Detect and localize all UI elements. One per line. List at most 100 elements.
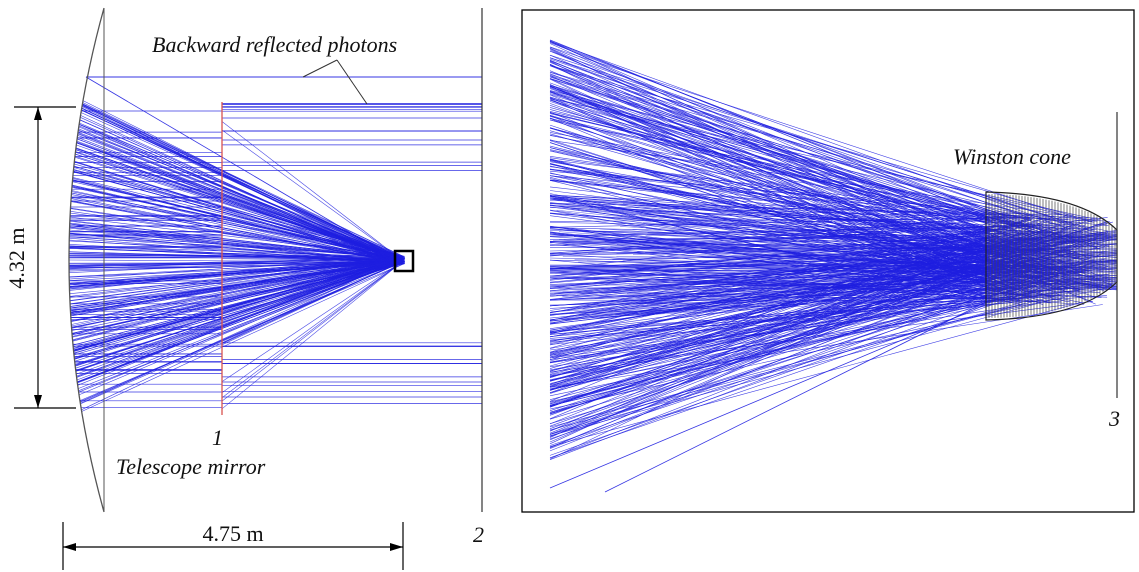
ray-line (69, 260, 404, 287)
ray-line (68, 255, 404, 258)
ray-line (69, 223, 402, 264)
ray-line (614, 231, 1118, 312)
ray-line (82, 104, 400, 261)
ray-line (71, 194, 401, 257)
ray-line (221, 190, 404, 262)
focal-detector-box (393, 249, 415, 273)
ray-line (645, 204, 1118, 239)
ray-line (75, 262, 401, 372)
ray-line (549, 39, 986, 216)
ray-line (549, 301, 1093, 373)
ray-line (549, 98, 1096, 220)
right-panel-frame (521, 9, 1135, 513)
ray-line (640, 215, 1118, 240)
ray-line (549, 302, 1026, 428)
ray-line (631, 284, 1118, 304)
ray-line (572, 243, 1118, 250)
ray-line (70, 258, 402, 307)
ray-line (221, 260, 404, 346)
ray-line (221, 233, 404, 262)
ray-line (69, 262, 405, 271)
ray-line (549, 85, 1064, 290)
ray-line (80, 112, 403, 259)
backward-photons-label: Backward reflected photons (152, 32, 397, 57)
ray-line (549, 134, 1014, 242)
ray-line (549, 279, 1084, 351)
ray-line (622, 239, 1118, 262)
height-dim-arrow-bottom (34, 395, 42, 408)
ray-line (82, 103, 400, 257)
ray-line (549, 127, 1050, 275)
ray-line (75, 260, 401, 366)
left-ray-bundle (68, 76, 482, 412)
ray-line (73, 261, 402, 351)
ray-line (645, 235, 1118, 245)
ray-line (74, 161, 400, 263)
ray-line (549, 252, 1072, 414)
ray-line (568, 267, 1118, 314)
ray-line (549, 86, 990, 235)
ray-line (221, 258, 404, 262)
ray-line (221, 260, 404, 332)
ray-line (567, 263, 1118, 309)
ray-line (549, 82, 1022, 252)
plane-1-label: 1 (212, 425, 223, 450)
ray-line (598, 251, 1118, 298)
ray-line (72, 255, 404, 336)
annotation-pointer-line (336, 59, 368, 105)
focal-dim-label: 4.75 m (202, 521, 263, 546)
ray-line (73, 169, 402, 258)
ray-line (75, 153, 401, 258)
ray-line (82, 103, 405, 258)
ray-line (78, 258, 404, 396)
ray-line (575, 279, 1118, 317)
ray-line (85, 76, 401, 263)
ray-line (549, 272, 1017, 414)
height-dim-arrow-top (34, 107, 42, 120)
ray-line (549, 169, 1010, 223)
ray-line (69, 232, 405, 259)
ray-line (79, 260, 405, 402)
ray-line (604, 299, 991, 493)
ray-line (81, 263, 405, 412)
ray-line (629, 208, 1118, 257)
ray-line (221, 260, 404, 402)
ray-line (549, 298, 1055, 437)
ray-line (221, 260, 404, 382)
ray-line (549, 257, 1025, 407)
ray-line (549, 238, 1114, 382)
ray-line (70, 263, 405, 313)
winston-cone (985, 191, 1118, 321)
ray-line (71, 186, 403, 257)
ray-line (221, 260, 404, 286)
ray-line (626, 236, 1118, 290)
annotation-pointer-line (302, 59, 338, 78)
ray-line (549, 303, 1035, 376)
ray-line (640, 285, 1118, 315)
ray-line (622, 210, 1118, 269)
ray-line (72, 261, 400, 346)
ray-line (549, 222, 1000, 230)
ray-line (549, 59, 1032, 270)
ray-line (549, 302, 1081, 447)
height-dim-label: 4.32 m (4, 227, 29, 288)
ray-line (549, 218, 1031, 222)
ray-line (77, 259, 404, 384)
ray-line (549, 76, 1087, 257)
plane-3-label: 3 (1108, 406, 1120, 431)
ray-line (549, 304, 986, 489)
ray-line (549, 288, 1106, 410)
ray-line (221, 129, 404, 262)
ray-line (586, 215, 1118, 262)
ray-line (558, 231, 1118, 271)
ray-line (221, 260, 404, 280)
ray-line (628, 247, 1118, 278)
ray-line (549, 194, 1065, 227)
ray-line (79, 123, 401, 257)
ray-line (221, 187, 404, 262)
ray-line (561, 259, 1118, 320)
ray-line (221, 260, 404, 304)
ray-line (72, 180, 404, 263)
ray-line (549, 295, 1056, 431)
plane-2-label: 2 (473, 522, 484, 547)
